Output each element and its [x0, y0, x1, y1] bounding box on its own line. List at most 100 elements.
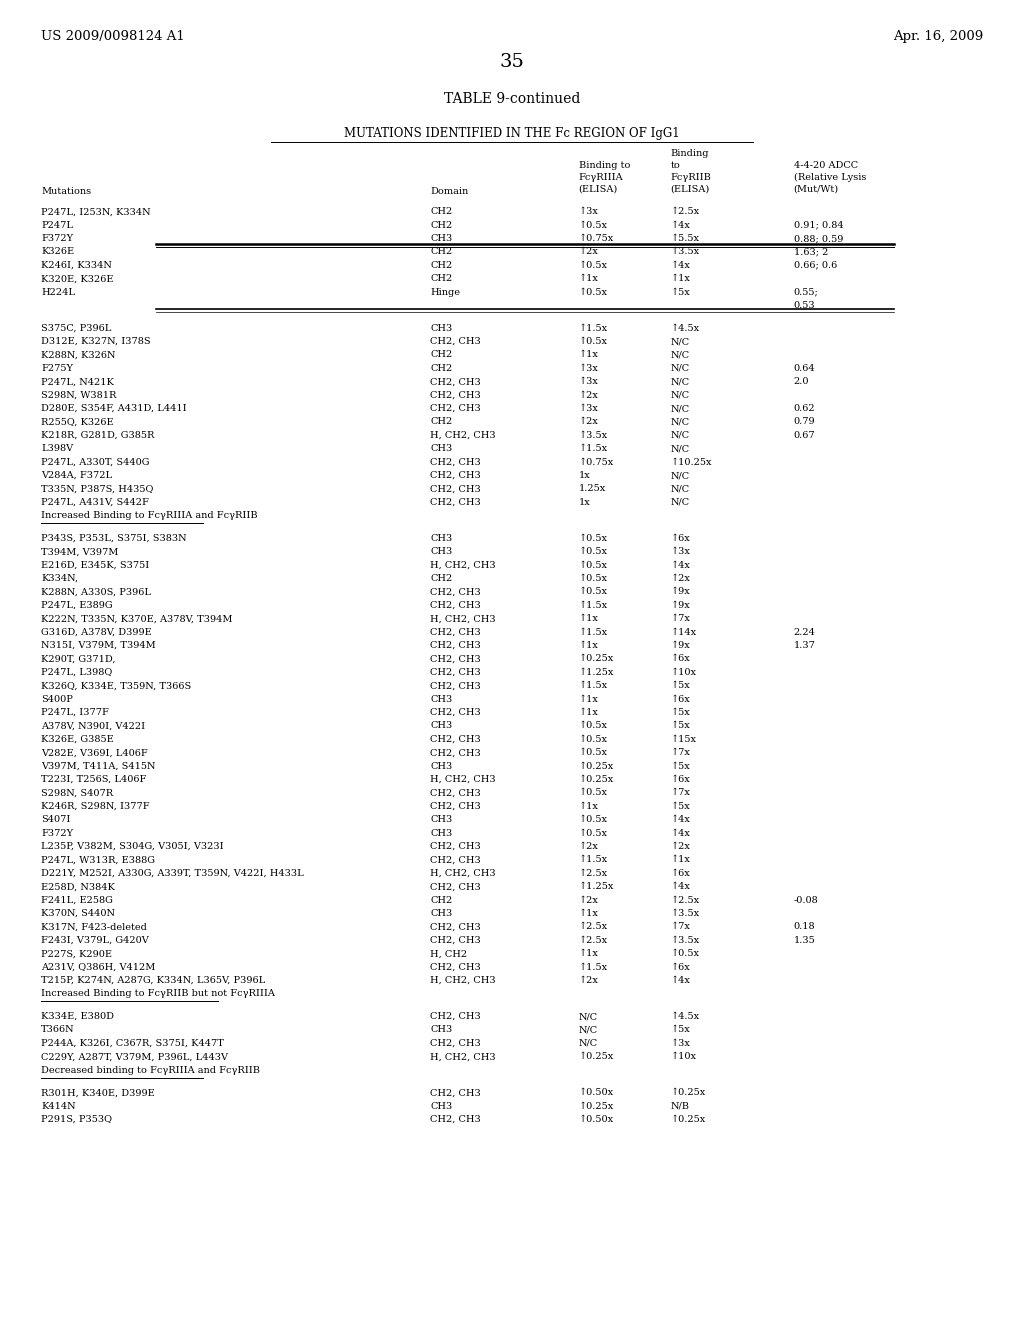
Text: N/C: N/C: [671, 430, 690, 440]
Text: ↑10x: ↑10x: [671, 1052, 696, 1061]
Text: CH2, CH3: CH2, CH3: [430, 735, 481, 744]
Text: K326Q, K334E, T359N, T366S: K326Q, K334E, T359N, T366S: [41, 681, 191, 690]
Text: N/C: N/C: [671, 337, 690, 346]
Text: T394M, V397M: T394M, V397M: [41, 548, 119, 556]
Text: CH2, CH3: CH2, CH3: [430, 587, 481, 597]
Text: CH2, CH3: CH2, CH3: [430, 498, 481, 507]
Text: N/C: N/C: [671, 471, 690, 480]
Text: ↑3.5x: ↑3.5x: [579, 430, 607, 440]
Text: 0.79: 0.79: [794, 417, 815, 426]
Text: ↑4x: ↑4x: [671, 829, 690, 838]
Text: K246R, S298N, I377F: K246R, S298N, I377F: [41, 801, 150, 810]
Text: P343S, P353L, S375I, S383N: P343S, P353L, S375I, S383N: [41, 533, 186, 543]
Text: F372Y: F372Y: [41, 829, 73, 838]
Text: N/C: N/C: [671, 378, 690, 387]
Text: ↑0.5x: ↑0.5x: [579, 261, 607, 269]
Text: H224L: H224L: [41, 288, 75, 297]
Text: ↑0.75x: ↑0.75x: [579, 458, 613, 467]
Text: ↑0.5x: ↑0.5x: [579, 220, 607, 230]
Text: K334E, E380D: K334E, E380D: [41, 1012, 114, 1022]
Text: ↑4x: ↑4x: [671, 561, 690, 570]
Text: CH2, CH3: CH2, CH3: [430, 337, 481, 346]
Text: Domain: Domain: [430, 187, 468, 197]
Text: N/C: N/C: [671, 350, 690, 359]
Text: CH2, CH3: CH2, CH3: [430, 642, 481, 649]
Text: ↑0.5x: ↑0.5x: [579, 288, 607, 297]
Text: 1.35: 1.35: [794, 936, 815, 945]
Text: T223I, T256S, L406F: T223I, T256S, L406F: [41, 775, 146, 784]
Text: ↑2.5x: ↑2.5x: [671, 207, 699, 216]
Text: 0.88; 0.59: 0.88; 0.59: [794, 234, 843, 243]
Text: K290T, G371D,: K290T, G371D,: [41, 655, 116, 664]
Text: P247L, W313R, E388G: P247L, W313R, E388G: [41, 855, 155, 865]
Text: K370N, S440N: K370N, S440N: [41, 909, 115, 917]
Text: ↑2x: ↑2x: [579, 842, 598, 851]
Text: ↑1x: ↑1x: [579, 909, 598, 917]
Text: ↑1x: ↑1x: [579, 801, 598, 810]
Text: ↑4.5x: ↑4.5x: [671, 1012, 699, 1022]
Text: P247L, A431V, S442F: P247L, A431V, S442F: [41, 498, 148, 507]
Text: N/C: N/C: [671, 484, 690, 494]
Text: ↑3.5x: ↑3.5x: [671, 936, 699, 945]
Text: 1x: 1x: [579, 498, 590, 507]
Text: N/C: N/C: [579, 1012, 598, 1022]
Text: N/C: N/C: [671, 445, 690, 453]
Text: ↑0.5x: ↑0.5x: [579, 735, 607, 744]
Text: Mutations: Mutations: [41, 187, 91, 197]
Text: A231V, Q386H, V412M: A231V, Q386H, V412M: [41, 962, 156, 972]
Text: ↑0.25x: ↑0.25x: [671, 1088, 706, 1097]
Text: T215P, K274N, A287G, K334N, L365V, P396L: T215P, K274N, A287G, K334N, L365V, P396L: [41, 975, 265, 985]
Text: ↑2x: ↑2x: [579, 417, 598, 426]
Text: ↑1x: ↑1x: [579, 642, 598, 649]
Text: L398V: L398V: [41, 445, 73, 453]
Text: (Relative Lysis: (Relative Lysis: [794, 173, 866, 182]
Text: ↑0.5x: ↑0.5x: [579, 816, 607, 824]
Text: K414N: K414N: [41, 1102, 76, 1110]
Text: CH3: CH3: [430, 909, 453, 917]
Text: ↑1x: ↑1x: [579, 708, 598, 717]
Text: 0.55;: 0.55;: [794, 288, 818, 297]
Text: ↑0.25x: ↑0.25x: [579, 1102, 613, 1110]
Text: H, CH2, CH3: H, CH2, CH3: [430, 561, 496, 570]
Text: ↑1.5x: ↑1.5x: [579, 323, 607, 333]
Text: ↑3x: ↑3x: [671, 548, 690, 556]
Text: ↑1.5x: ↑1.5x: [579, 601, 607, 610]
Text: 0.91; 0.84: 0.91; 0.84: [794, 220, 843, 230]
Text: ↑5x: ↑5x: [671, 722, 690, 730]
Text: CH2: CH2: [430, 574, 453, 583]
Text: CH2, CH3: CH2, CH3: [430, 458, 481, 467]
Text: CH2: CH2: [430, 220, 453, 230]
Text: ↑0.50x: ↑0.50x: [579, 1115, 613, 1125]
Text: CH2, CH3: CH2, CH3: [430, 855, 481, 865]
Text: N/C: N/C: [671, 417, 690, 426]
Text: ↑5x: ↑5x: [671, 708, 690, 717]
Text: ↑0.5x: ↑0.5x: [579, 748, 607, 758]
Text: ↑3.5x: ↑3.5x: [671, 909, 699, 917]
Text: ↑6x: ↑6x: [671, 775, 690, 784]
Text: ↑15x: ↑15x: [671, 735, 696, 744]
Text: ↑2x: ↑2x: [579, 975, 598, 985]
Text: Increased Binding to FcγRIIIA and FcγRIIB: Increased Binding to FcγRIIIA and FcγRII…: [41, 511, 258, 520]
Text: K288N, A330S, P396L: K288N, A330S, P396L: [41, 587, 151, 597]
Text: CH2, CH3: CH2, CH3: [430, 471, 481, 480]
Text: ↑1x: ↑1x: [579, 275, 598, 284]
Text: TABLE 9-continued: TABLE 9-continued: [443, 92, 581, 107]
Text: Binding to: Binding to: [579, 161, 630, 170]
Text: N/C: N/C: [671, 404, 690, 413]
Text: CH2, CH3: CH2, CH3: [430, 655, 481, 664]
Text: F243I, V379L, G420V: F243I, V379L, G420V: [41, 936, 148, 945]
Text: CH2: CH2: [430, 261, 453, 269]
Text: ↑14x: ↑14x: [671, 627, 697, 636]
Text: C229Y, A287T, V379M, P396L, L443V: C229Y, A287T, V379M, P396L, L443V: [41, 1052, 228, 1061]
Text: ↑1x: ↑1x: [579, 949, 598, 958]
Text: CH2: CH2: [430, 207, 453, 216]
Text: CH3: CH3: [430, 816, 453, 824]
Text: E216D, E345K, S375I: E216D, E345K, S375I: [41, 561, 150, 570]
Text: CH2, CH3: CH2, CH3: [430, 391, 481, 400]
Text: 1x: 1x: [579, 471, 590, 480]
Text: T366N: T366N: [41, 1026, 75, 1035]
Text: CH3: CH3: [430, 548, 453, 556]
Text: H, CH2: H, CH2: [430, 949, 467, 958]
Text: ↑9x: ↑9x: [671, 601, 690, 610]
Text: ↑0.25x: ↑0.25x: [579, 655, 613, 664]
